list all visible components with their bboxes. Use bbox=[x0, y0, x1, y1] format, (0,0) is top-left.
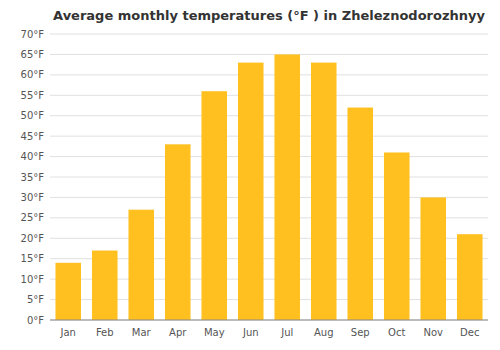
y-tick-label: 30°F bbox=[21, 192, 45, 203]
bar bbox=[238, 63, 264, 320]
x-tick-label: Sep bbox=[351, 327, 370, 338]
y-tick-label: 60°F bbox=[21, 69, 45, 80]
grid-line bbox=[50, 136, 488, 137]
y-tick-label: 55°F bbox=[21, 90, 45, 101]
y-tick-label: 5°F bbox=[27, 294, 44, 305]
grid-line bbox=[50, 74, 488, 75]
y-axis: 0°F 5°F 10°F 15°F 20°F 25°F 30°F 35°F 40°F 45°F 50… bbox=[21, 29, 45, 326]
x-tick-label: May bbox=[204, 327, 225, 338]
bars bbox=[55, 54, 482, 320]
grid bbox=[50, 34, 488, 320]
y-tick-label: 10°F bbox=[21, 274, 45, 285]
bar bbox=[92, 251, 118, 320]
bar bbox=[347, 108, 373, 320]
x-tick-label: Feb bbox=[96, 327, 114, 338]
grid-line bbox=[50, 95, 488, 96]
bar bbox=[420, 197, 446, 320]
bar bbox=[128, 210, 154, 320]
x-tick-label: Dec bbox=[460, 327, 479, 338]
bar bbox=[165, 144, 191, 320]
x-tick-label: Jan bbox=[60, 327, 76, 338]
x-tick-label: Aug bbox=[314, 327, 334, 338]
x-tick-label: Oct bbox=[388, 327, 405, 338]
y-tick-label: 40°F bbox=[21, 151, 45, 162]
y-tick-label: 65°F bbox=[21, 49, 45, 60]
bar bbox=[311, 63, 337, 320]
title: Average monthly temperatures (°F ) in Zh… bbox=[53, 8, 485, 23]
x-tick-label: Apr bbox=[169, 327, 187, 338]
bar bbox=[457, 234, 483, 320]
bar bbox=[274, 54, 300, 320]
grid-line bbox=[50, 54, 488, 55]
x-axis-line bbox=[50, 320, 488, 321]
y-tick-label: 0°F bbox=[27, 315, 44, 326]
x-tick-label: Jul bbox=[280, 327, 293, 338]
grid-line bbox=[50, 156, 488, 157]
y-tick-label: 15°F bbox=[21, 253, 45, 264]
chart: Average monthly temperatures (°F ) in Zh… bbox=[0, 0, 500, 350]
grid-line bbox=[50, 320, 488, 321]
y-tick-label: 25°F bbox=[21, 212, 45, 223]
x-tick-label: Jun bbox=[242, 327, 259, 338]
x-tick-label: Nov bbox=[423, 327, 443, 338]
y-tick-label: 45°F bbox=[21, 131, 45, 142]
y-tick-label: 35°F bbox=[21, 172, 45, 183]
bar bbox=[55, 263, 81, 320]
x-tick-label: Mar bbox=[132, 327, 152, 338]
grid-line bbox=[50, 115, 488, 116]
y-tick-label: 50°F bbox=[21, 110, 45, 121]
y-tick-label: 70°F bbox=[21, 29, 45, 40]
y-tick-label: 20°F bbox=[21, 233, 45, 244]
x-axis: Jan Feb Mar Apr May Jun Jul Aug Sep Oct Nov Dec bbox=[60, 327, 480, 338]
grid-line bbox=[50, 34, 488, 35]
bar bbox=[201, 91, 227, 320]
grid-line bbox=[50, 177, 488, 178]
bar bbox=[384, 152, 410, 320]
